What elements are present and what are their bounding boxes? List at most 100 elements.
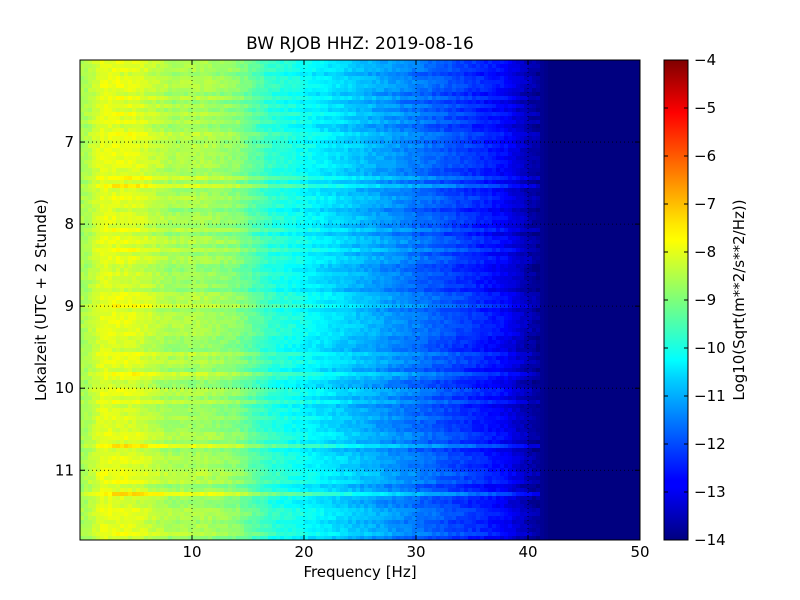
heatmap-cell [452, 84, 457, 89]
heatmap-cell [504, 128, 509, 133]
heatmap-cell [460, 76, 465, 81]
heatmap-cell [160, 80, 165, 85]
heatmap-cell [320, 64, 325, 69]
heatmap-cell [524, 104, 529, 109]
heatmap-cell [216, 156, 221, 161]
heatmap-cell [252, 112, 257, 117]
heatmap-cell [112, 196, 117, 201]
heatmap-cell [88, 156, 93, 161]
heatmap-cell [472, 120, 477, 125]
heatmap-cell [636, 148, 640, 153]
heatmap-cell [540, 120, 545, 125]
heatmap-cell [472, 104, 477, 109]
heatmap-cell [264, 136, 269, 141]
heatmap-cell [456, 184, 461, 189]
heatmap-cell [216, 108, 221, 113]
heatmap-cell [424, 132, 429, 137]
heatmap-cell [400, 100, 405, 105]
heatmap-cell [448, 68, 453, 73]
heatmap-cell [620, 76, 625, 81]
heatmap-cell [488, 128, 493, 133]
heatmap-cell [376, 108, 381, 113]
heatmap-cell [192, 152, 197, 157]
heatmap-cell [408, 108, 413, 113]
heatmap-cell [432, 192, 437, 197]
heatmap-cell [456, 144, 461, 149]
heatmap-cell [164, 140, 169, 145]
heatmap-cell [100, 136, 105, 141]
heatmap-cell [416, 88, 421, 93]
heatmap-cell [584, 92, 589, 97]
heatmap-cell [336, 188, 341, 193]
heatmap-cell [212, 196, 217, 201]
heatmap-cell [552, 92, 557, 97]
heatmap-cell [460, 184, 465, 189]
heatmap-cell [372, 160, 377, 165]
heatmap-cell [536, 132, 541, 137]
heatmap-cell [344, 116, 349, 121]
heatmap-cell [496, 88, 501, 93]
heatmap-cell [272, 172, 277, 177]
heatmap-cell [96, 144, 101, 149]
heatmap-cell [608, 120, 613, 125]
heatmap-cell [276, 88, 281, 93]
heatmap-cell [308, 140, 313, 145]
heatmap-cell [144, 60, 149, 65]
heatmap-cell [300, 116, 305, 121]
heatmap-cell [444, 128, 449, 133]
heatmap-cell [496, 156, 501, 161]
heatmap-cell [548, 180, 553, 185]
heatmap-cell [188, 80, 193, 85]
heatmap-cell [188, 120, 193, 125]
heatmap-cell [264, 156, 269, 161]
heatmap-cell [508, 112, 513, 117]
heatmap-cell [224, 160, 229, 165]
heatmap-cell [232, 132, 237, 137]
heatmap-cell [580, 180, 585, 185]
heatmap-cell [356, 68, 361, 73]
heatmap-cell [388, 92, 393, 97]
heatmap-cell [100, 100, 105, 105]
heatmap-cell [440, 68, 445, 73]
heatmap-cell [512, 104, 517, 109]
heatmap-cell [580, 80, 585, 85]
heatmap-cell [404, 192, 409, 197]
heatmap-cell [344, 192, 349, 197]
heatmap-cell [352, 176, 357, 181]
heatmap-cell [196, 112, 201, 117]
heatmap-cell [364, 60, 369, 65]
heatmap-cell [476, 192, 481, 197]
heatmap-cell [416, 156, 421, 161]
heatmap-cell [256, 152, 261, 157]
heatmap-cell [92, 132, 97, 137]
heatmap-cell [132, 120, 137, 125]
heatmap-cell [276, 84, 281, 89]
heatmap-cell [532, 100, 537, 105]
heatmap-cell [120, 64, 125, 69]
heatmap-cell [560, 188, 565, 193]
heatmap-cell [276, 72, 281, 77]
heatmap-cell [300, 104, 305, 109]
heatmap-cell [388, 152, 393, 157]
heatmap-cell [512, 68, 517, 73]
heatmap-cell [456, 172, 461, 177]
heatmap-cell [288, 196, 293, 201]
heatmap-cell [536, 128, 541, 133]
heatmap-cell [532, 132, 537, 137]
heatmap-cell [156, 108, 161, 113]
heatmap-cell [536, 140, 541, 145]
heatmap-cell [272, 132, 277, 137]
heatmap-cell [296, 68, 301, 73]
heatmap-cell [600, 92, 605, 97]
heatmap-cell [212, 64, 217, 69]
heatmap-cell [176, 76, 181, 81]
heatmap-cell [208, 120, 213, 125]
heatmap-cell [456, 96, 461, 101]
heatmap-cell [292, 68, 297, 73]
heatmap-cell [268, 108, 273, 113]
heatmap-cell [204, 100, 209, 105]
heatmap-cell [228, 84, 233, 89]
heatmap-cell [336, 64, 341, 69]
heatmap-cell [272, 84, 277, 89]
heatmap-cell [308, 96, 313, 101]
